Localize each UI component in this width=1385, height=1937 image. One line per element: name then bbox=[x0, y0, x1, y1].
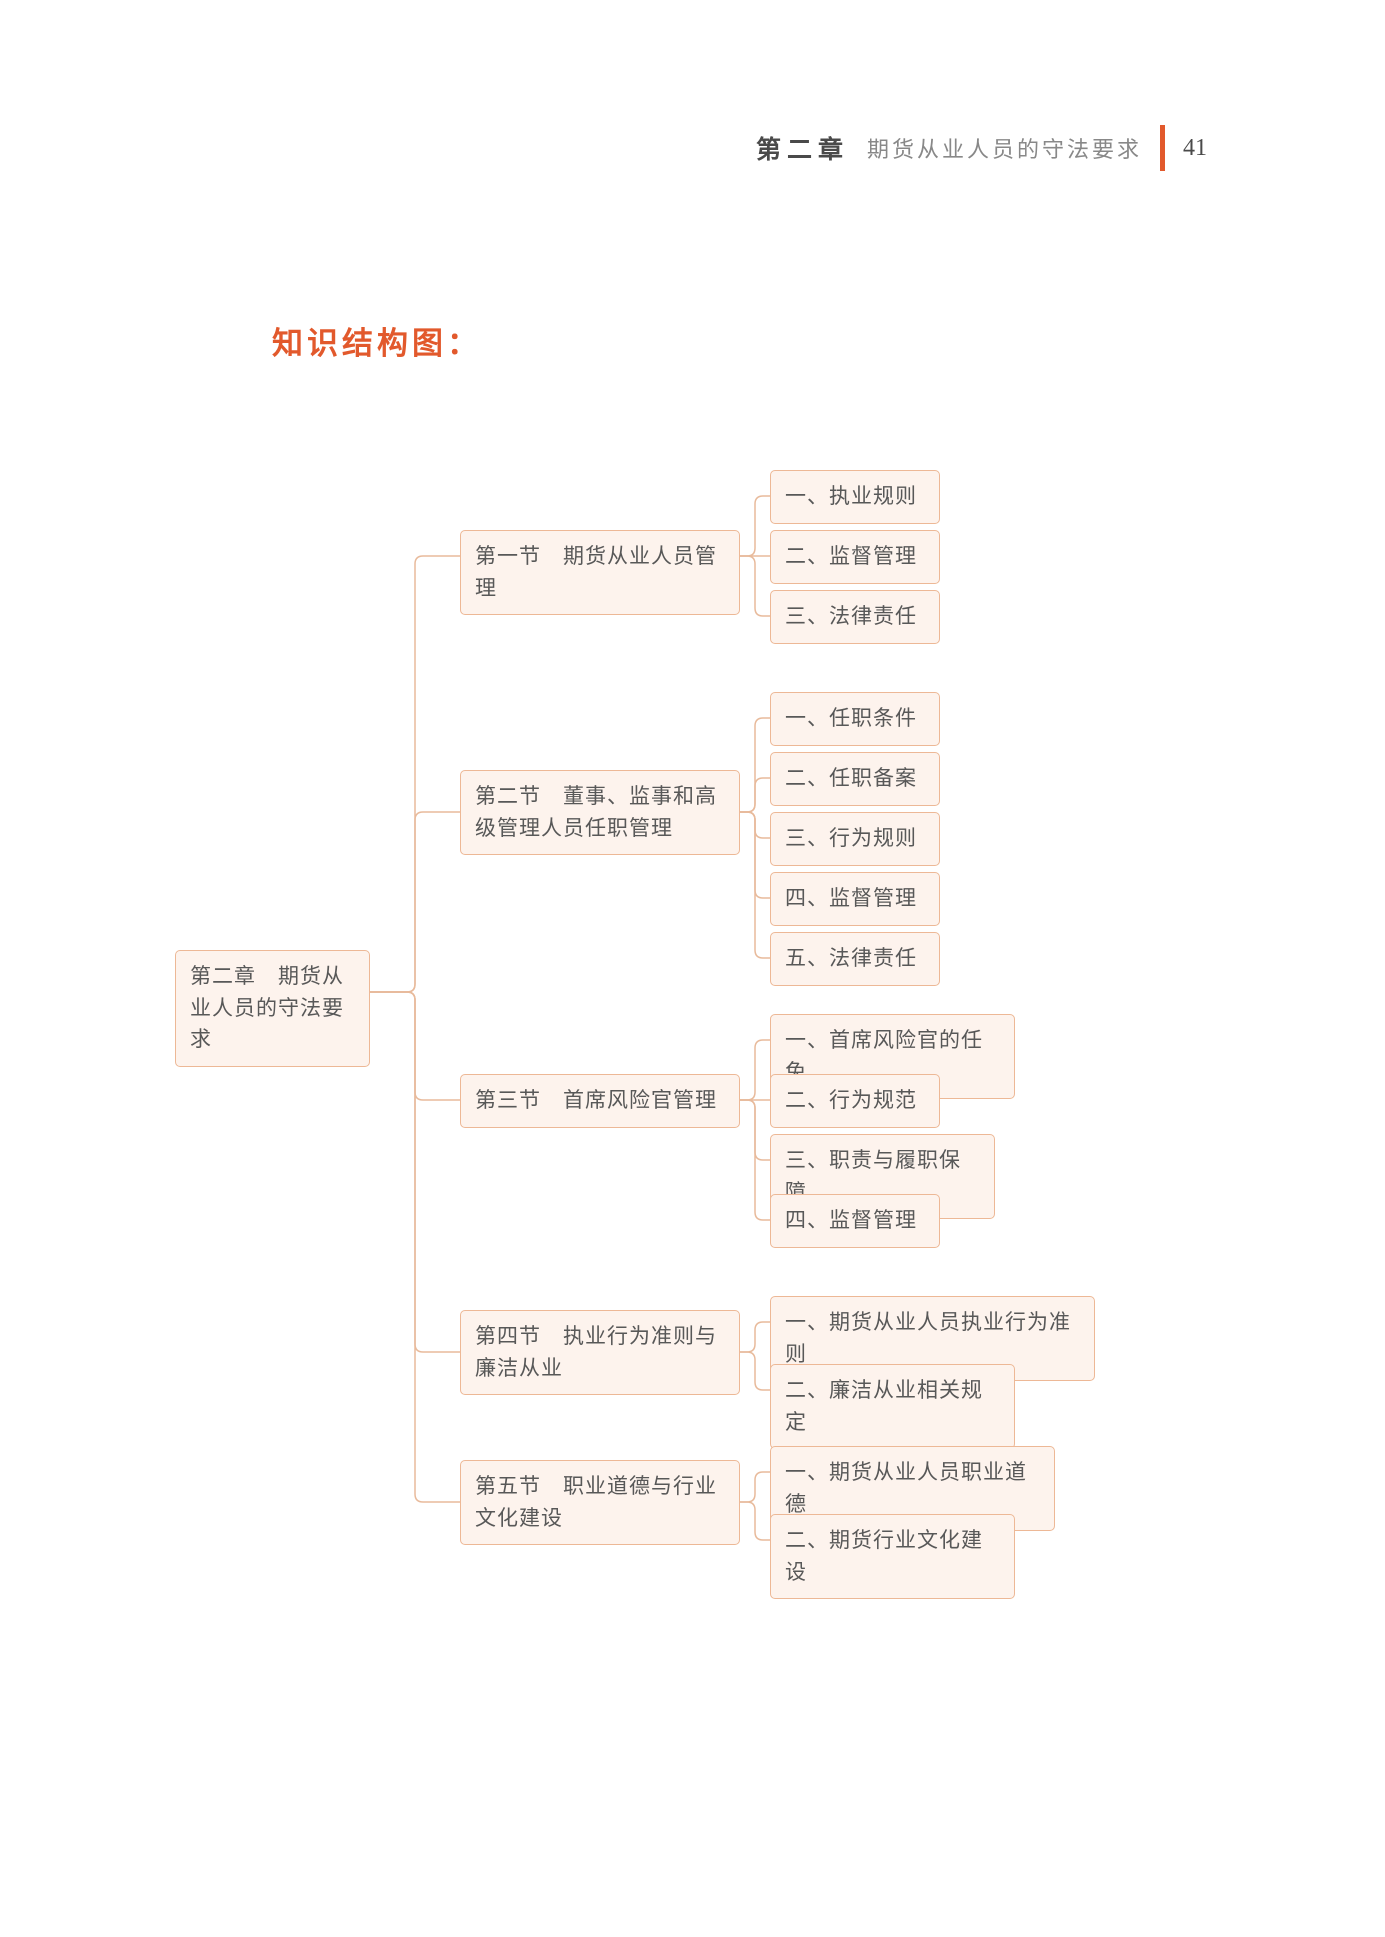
tree-section-2: 第三节 首席风险官管理 bbox=[460, 1074, 740, 1128]
tree-section-4: 第五节 职业道德与行业文化建设 bbox=[460, 1460, 740, 1545]
tree-section-0: 第一节 期货从业人员管理 bbox=[460, 530, 740, 615]
tree-leaf-0-2: 三、法律责任 bbox=[770, 590, 940, 644]
tree-leaf-0-0: 一、执业规则 bbox=[770, 470, 940, 524]
tree-leaf-2-3: 四、监督管理 bbox=[770, 1194, 940, 1248]
tree-root: 第二章 期货从业人员的守法要求 bbox=[175, 950, 370, 1067]
tree-leaf-0-1: 二、监督管理 bbox=[770, 530, 940, 584]
tree-leaf-1-4: 五、法律责任 bbox=[770, 932, 940, 986]
tree-section-1: 第二节 董事、监事和高级管理人员任职管理 bbox=[460, 770, 740, 855]
tree-leaf-1-0: 一、任职条件 bbox=[770, 692, 940, 746]
page-header: 第二章 期货从业人员的守法要求 41 bbox=[756, 125, 1207, 171]
tree-leaf-1-1: 二、任职备案 bbox=[770, 752, 940, 806]
tree-leaf-3-1: 二、廉洁从业相关规定 bbox=[770, 1364, 1015, 1449]
tree-leaf-1-3: 四、监督管理 bbox=[770, 872, 940, 926]
tree-leaf-2-1: 二、行为规范 bbox=[770, 1074, 940, 1128]
header-divider bbox=[1160, 125, 1165, 171]
header-subtitle: 期货从业人员的守法要求 bbox=[867, 132, 1142, 164]
header-chapter: 第二章 bbox=[756, 130, 849, 166]
tree-section-3: 第四节 执业行为准则与廉洁从业 bbox=[460, 1310, 740, 1395]
section-title: 知识结构图： bbox=[272, 318, 482, 363]
header-page-number: 41 bbox=[1183, 135, 1207, 162]
tree-leaf-1-2: 三、行为规则 bbox=[770, 812, 940, 866]
tree-leaf-4-1: 二、期货行业文化建设 bbox=[770, 1514, 1015, 1599]
